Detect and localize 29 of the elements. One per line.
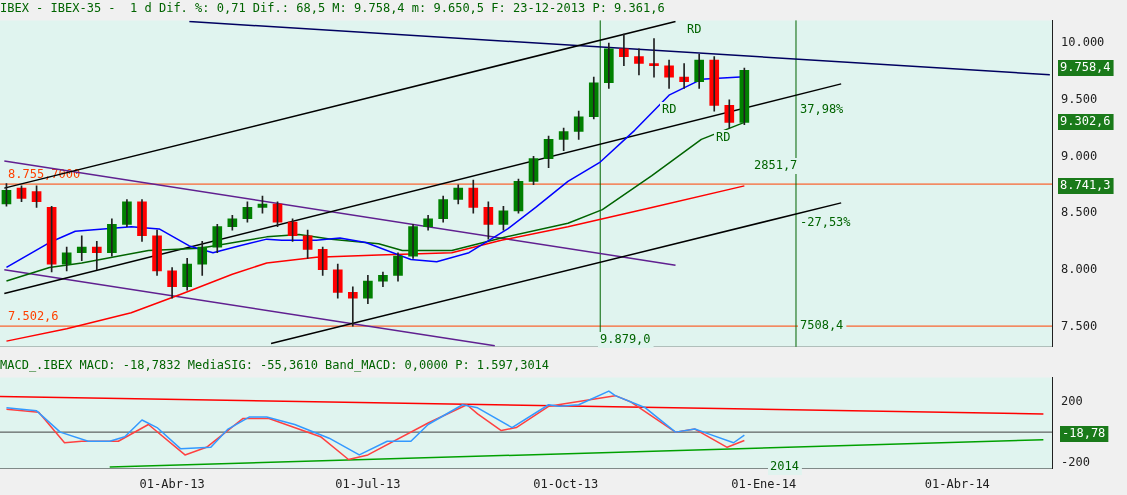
chart-title: MACD_.IBEX MACD: -18,7832 MediaSIG: -55,3610 Band_MACD: 0,0000 P: 1.597,3014 [0,358,550,373]
annotation: 2014 [770,459,799,474]
y-tick-label: 9.500 [1061,91,1098,106]
x-tick-label: 01-Oct-13 [533,476,599,491]
y-tick-label: 8.500 [1061,205,1098,220]
y-tick-label: 9.000 [1061,148,1098,163]
y-tick-label: -200 [1061,454,1090,469]
text: 8.741,3 [1060,178,1111,193]
x-tick-label: 01-Abr-13 [139,476,205,491]
y-tick-label: 8.000 [1061,261,1098,276]
x-tick-label: 01-Jul-13 [335,476,401,491]
ref-line-label: 7.502,6 [8,309,59,324]
text: -18,78 [1062,426,1106,441]
annotation: 7508,4 [800,318,844,333]
text: 9.302,6 [1060,114,1111,129]
annotation: 9.879,0 [600,332,651,347]
y-tick-label: 10.000 [1061,35,1105,50]
x-tick-label: 01-Ene-14 [731,476,797,491]
x-tick-label: 01-Abr-14 [924,476,990,491]
annotation: 37,98% [800,102,845,117]
y-tick-label: 7.500 [1061,318,1098,333]
chart-title: IBEX - IBEX-35 - 1 d Dif. %: 0,71 Dif.: 68,5 M: 9.758,4 m: 9.650,5 F: 23-12-2013 P: 9.361,6 [0,1,665,16]
annotation: RD [687,22,702,37]
annotation: 2851,7 [754,158,798,173]
text: 9.758,4 [1060,60,1111,75]
annotation: -27,53% [800,215,852,230]
annotation: RD [662,102,677,117]
annotation: RD [716,130,731,145]
y-tick-label: 200 [1061,393,1083,408]
